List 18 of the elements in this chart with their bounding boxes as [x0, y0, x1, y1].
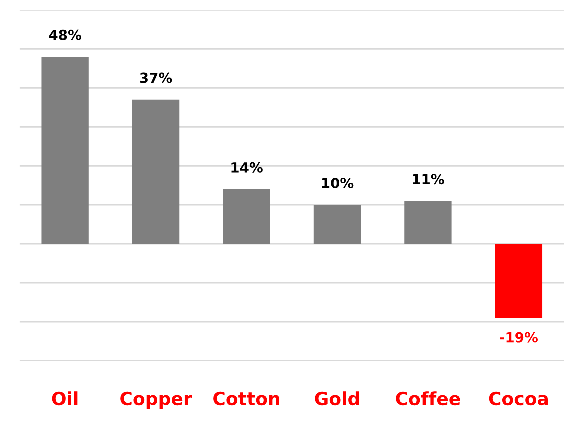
data-label: 37%	[140, 72, 172, 84]
x-tick-label: Copper	[120, 392, 192, 410]
data-label: 11%	[413, 174, 444, 185]
bar	[132, 100, 180, 244]
x-tick-label: Cotton	[214, 392, 280, 406]
data-label: 10%	[322, 178, 354, 189]
data-label: -19%	[500, 332, 538, 343]
bar	[314, 205, 362, 244]
x-tick-label: Coffee	[396, 392, 460, 406]
x-tick-label: Gold	[315, 392, 360, 406]
bar	[223, 190, 270, 244]
bar	[495, 244, 543, 318]
bar	[42, 56, 89, 244]
x-tick-label: Oil	[52, 392, 78, 406]
data-label: 14%	[232, 162, 263, 173]
data-label: 48%	[49, 30, 82, 40]
bar	[404, 201, 452, 244]
x-tick-label: Cocoa	[489, 392, 548, 406]
